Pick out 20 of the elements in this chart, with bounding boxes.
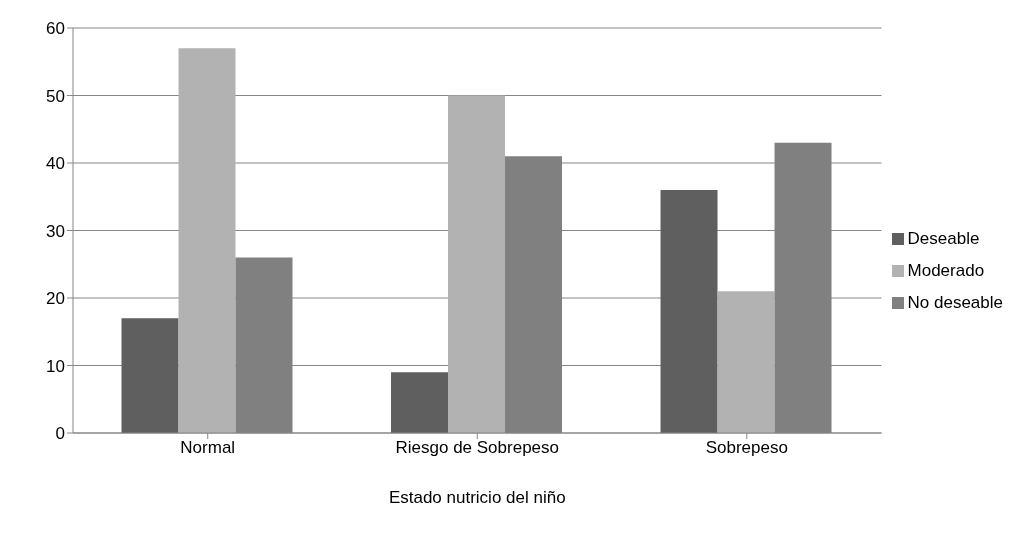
legend-label: Moderado <box>907 260 985 280</box>
bar <box>178 48 236 433</box>
bar <box>717 291 775 433</box>
bar <box>121 318 179 433</box>
y-tick-label: 0 <box>55 424 65 444</box>
legend-label: Deseable <box>907 228 980 248</box>
x-tick-label: Riesgo de Sobrepeso <box>395 438 560 458</box>
y-tick-label: 30 <box>46 221 65 241</box>
x-tick-label: Normal <box>180 438 236 458</box>
bar <box>391 372 449 433</box>
y-tick-label: 20 <box>46 289 65 309</box>
legend-label: No deseable <box>907 292 1003 312</box>
y-tick-label: 10 <box>46 356 65 376</box>
y-tick-label: 50 <box>46 86 65 106</box>
bar <box>660 190 718 433</box>
y-tick-label: 40 <box>46 154 65 174</box>
x-tick-label: Sobrepeso <box>705 438 788 458</box>
y-tick-label: 60 <box>46 19 65 39</box>
x-axis-title: Estado nutricio del niño <box>388 488 566 507</box>
bar <box>448 95 506 433</box>
